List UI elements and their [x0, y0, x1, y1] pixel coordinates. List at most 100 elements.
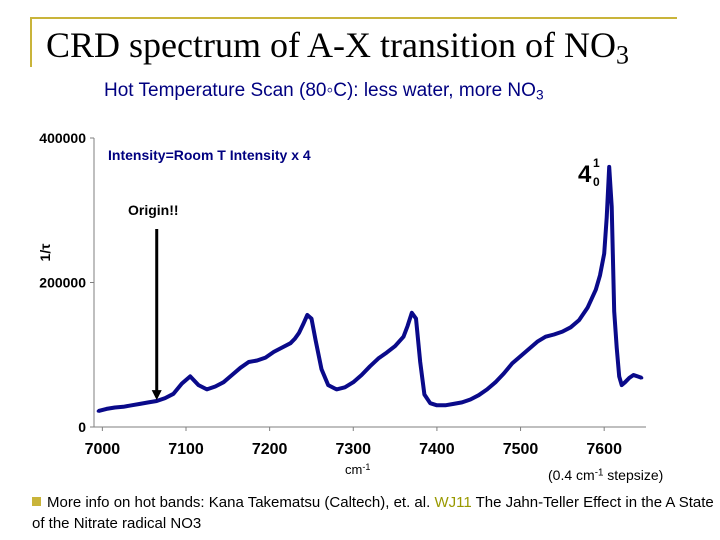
x-tick-label: 7300: [335, 441, 371, 458]
data-point: [319, 367, 323, 371]
data-point: [435, 403, 439, 407]
data-point: [401, 335, 405, 339]
data-point: [640, 376, 644, 380]
data-point: [314, 338, 318, 342]
band-label-subscript: 0: [593, 175, 600, 189]
data-point: [213, 385, 217, 389]
data-point: [368, 364, 372, 368]
data-point: [263, 356, 267, 360]
data-point: [552, 333, 556, 337]
data-point: [460, 400, 464, 404]
data-point: [610, 205, 614, 209]
data-point: [602, 252, 606, 256]
title-subscript: 3: [615, 40, 629, 70]
bullet-icon: [32, 497, 41, 506]
stepsize-open: (0.4 cm: [548, 467, 595, 483]
data-point: [577, 318, 581, 322]
data-layer: [96, 164, 644, 414]
x-tick-label: 7500: [503, 441, 539, 458]
stepsize-superscript: -1: [594, 467, 604, 479]
y-axis-label: 1/τ: [37, 243, 53, 262]
spectrum-line: [97, 166, 643, 413]
subtitle-subscript: 3: [535, 87, 544, 103]
data-point: [510, 361, 514, 365]
data-point: [130, 403, 134, 407]
data-point: [598, 273, 602, 277]
x-tick-label: 7000: [85, 441, 121, 458]
footnote-text: More info on hot bands: Kana Takematsu (…: [47, 494, 435, 511]
origin-label: Origin!!: [128, 202, 179, 218]
data-point: [305, 313, 309, 317]
data-point: [289, 341, 293, 345]
data-point: [385, 351, 389, 355]
data-point: [188, 374, 192, 378]
title-main: CRD spectrum of A-X transition of NO: [46, 25, 616, 65]
data-point: [422, 392, 426, 396]
data-point: [171, 392, 175, 396]
data-point: [406, 324, 410, 328]
data-point: [138, 402, 142, 406]
data-point: [527, 347, 531, 351]
data-point: [493, 380, 497, 384]
data-point: [280, 346, 284, 350]
data-point: [163, 396, 167, 400]
data-point: [197, 383, 201, 387]
slide-subtitle: Hot Temperature Scan (80◦C): less water,…: [104, 80, 704, 102]
data-point: [468, 398, 472, 402]
subtitle-main: Hot Temperature Scan (80◦C): less water,…: [104, 80, 536, 101]
data-point: [326, 383, 330, 387]
data-point: [617, 374, 621, 378]
origin-arrowhead: [151, 390, 162, 401]
y-tick-label: 200000: [39, 275, 86, 291]
data-point: [544, 335, 548, 339]
intensity-note: Intensity=Room T Intensity x 4: [108, 147, 311, 163]
band-label-superscript: 1: [593, 156, 600, 170]
data-point: [272, 350, 276, 354]
data-point: [631, 373, 635, 377]
spectrum-line-envelope: [97, 164, 643, 414]
data-point: [560, 330, 564, 334]
data-point: [410, 311, 414, 315]
data-point: [113, 405, 117, 409]
data-point: [428, 401, 432, 405]
data-point: [452, 402, 456, 406]
data-point: [612, 309, 616, 313]
x-unit-base: cm: [345, 462, 363, 478]
data-point: [443, 403, 447, 407]
data-point: [569, 325, 573, 329]
data-point: [360, 373, 364, 377]
data-point: [180, 382, 184, 386]
band-label-main: 4: [578, 161, 592, 188]
data-point: [627, 376, 631, 380]
footnote-link[interactable]: WJ11: [434, 494, 472, 511]
data-point: [585, 306, 589, 310]
data-point: [343, 385, 347, 389]
data-point: [623, 380, 627, 384]
footnote: More info on hot bands: Kana Takematsu (…: [32, 492, 717, 534]
data-point: [351, 380, 355, 384]
data-point: [297, 331, 301, 335]
data-point: [293, 337, 297, 341]
data-point: [620, 383, 624, 387]
data-point: [376, 356, 380, 360]
data-point: [222, 380, 226, 384]
data-point: [230, 373, 234, 377]
slide-title: CRD spectrum of A-X transition of NO3: [46, 24, 686, 70]
y-tick-label: 400000: [39, 130, 86, 146]
x-tick-label: 7600: [586, 441, 622, 458]
frame-left-line: [30, 17, 32, 67]
data-point: [477, 393, 481, 397]
data-point: [393, 344, 397, 348]
data-point: [335, 387, 339, 391]
x-tick-label: 7100: [168, 441, 204, 458]
data-point: [607, 165, 611, 169]
x-tick-label: 7400: [419, 441, 455, 458]
data-point: [238, 366, 242, 370]
frame-top-line: [30, 17, 677, 19]
data-point: [414, 317, 418, 321]
axes-layer: 0 200000 400000 7000 7100 7200 7300 7400 7500 760…: [37, 130, 646, 458]
data-point: [155, 399, 159, 403]
stepsize-note: (0.4 cm-1 stepsize): [548, 467, 663, 483]
data-point: [96, 409, 100, 413]
